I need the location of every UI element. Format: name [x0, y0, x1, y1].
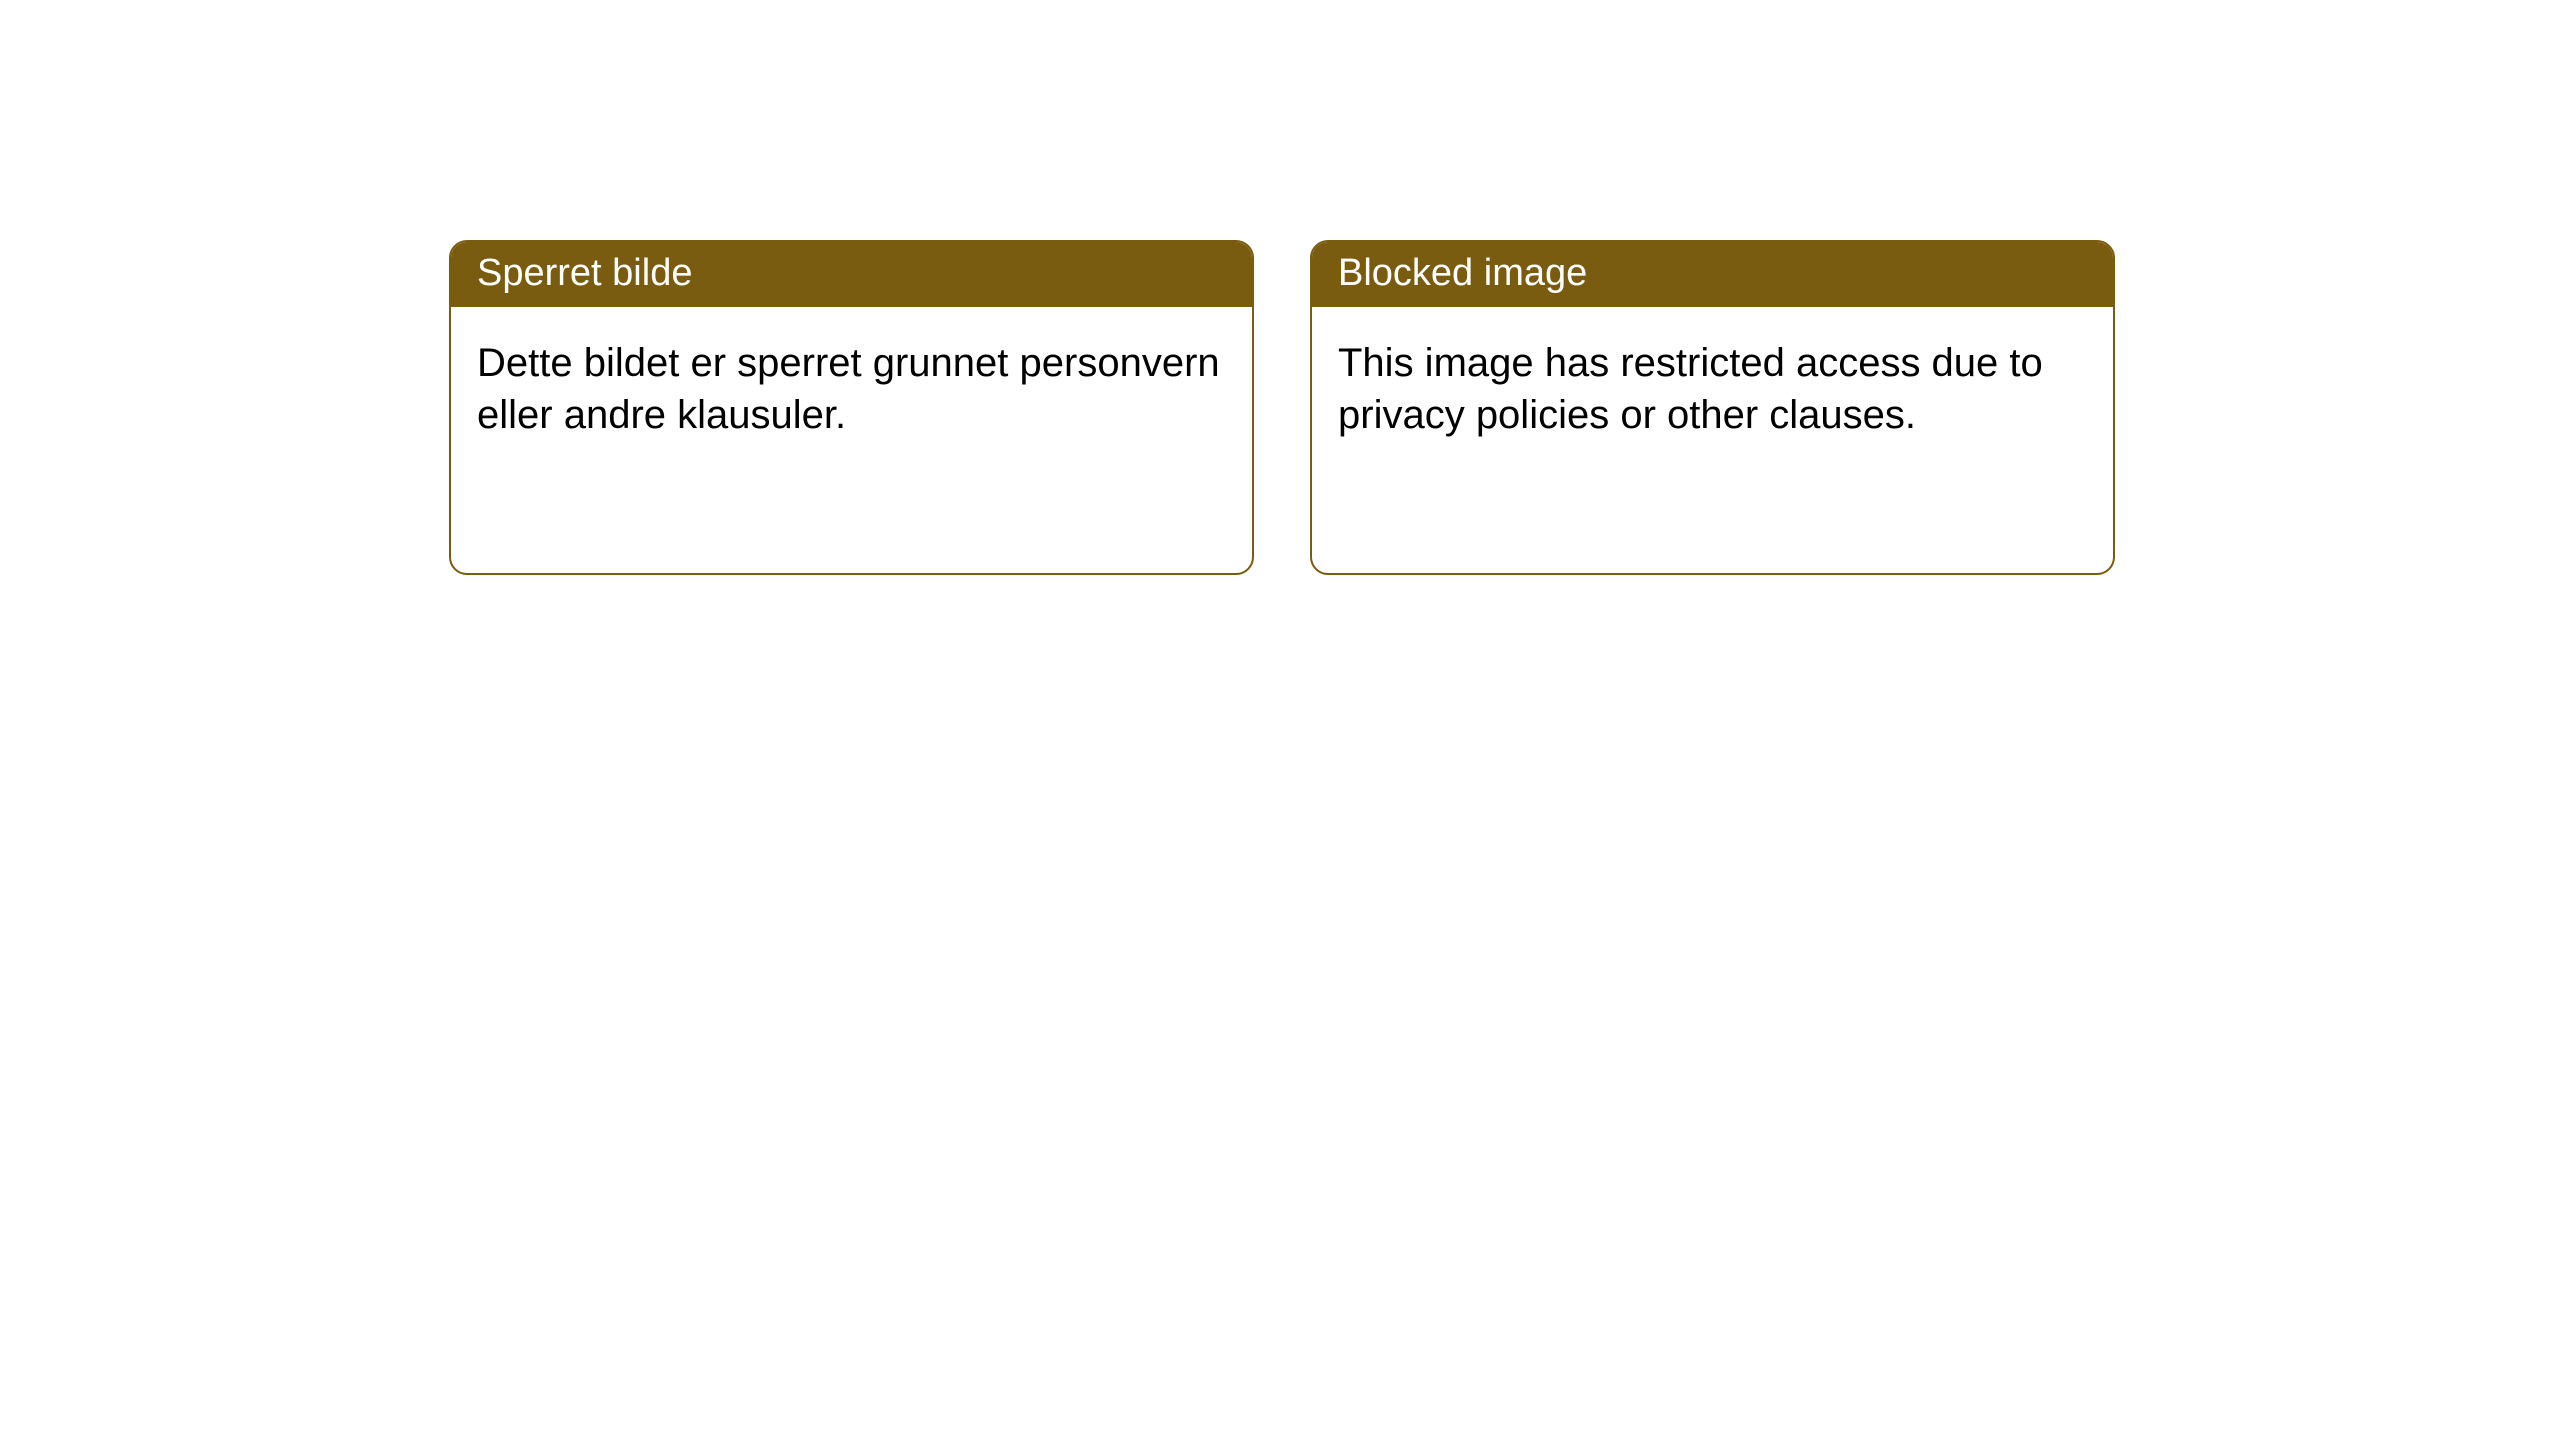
notice-title: Blocked image — [1312, 242, 2113, 307]
notice-title: Sperret bilde — [451, 242, 1252, 307]
notice-card-english: Blocked image This image has restricted … — [1310, 240, 2115, 575]
notice-container: Sperret bilde Dette bildet er sperret gr… — [0, 0, 2560, 575]
notice-body: This image has restricted access due to … — [1312, 307, 2113, 471]
notice-body: Dette bildet er sperret grunnet personve… — [451, 307, 1252, 471]
notice-card-norwegian: Sperret bilde Dette bildet er sperret gr… — [449, 240, 1254, 575]
